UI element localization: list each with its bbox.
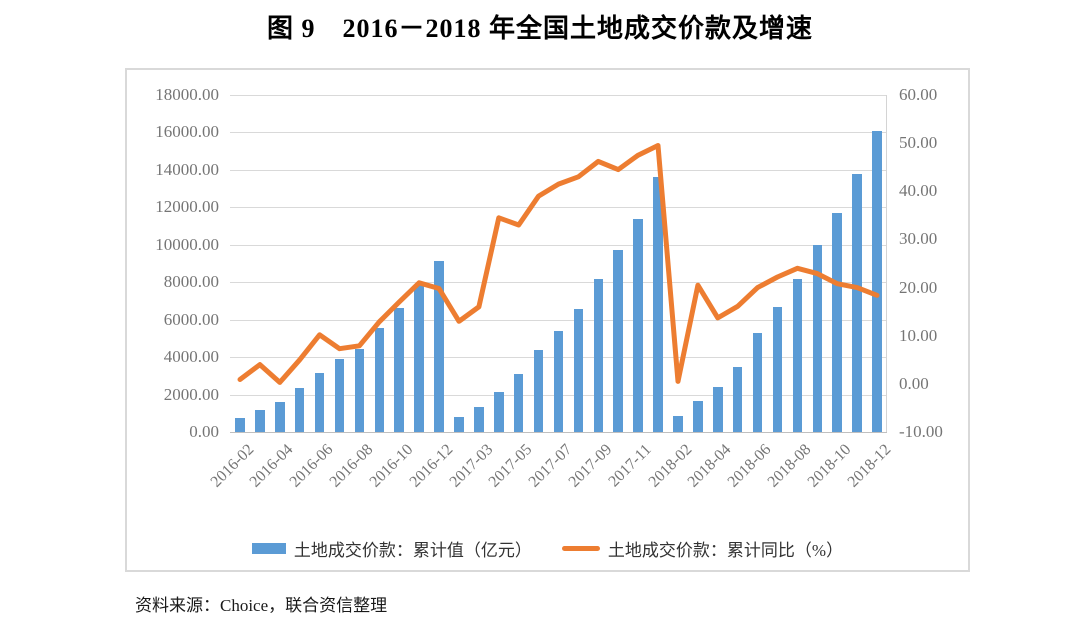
- right-axis-tick-label: 50.00: [899, 133, 938, 153]
- bar-2016-03: [255, 409, 265, 432]
- bar-2017-03: [474, 406, 484, 432]
- bar-2018-11: [852, 174, 862, 432]
- legend-item-line: 土地成交价款：累计同比（%）: [561, 536, 844, 561]
- bar-2018-08: [792, 279, 803, 432]
- bar-2018-03: [693, 401, 703, 432]
- bar-2018-05: [732, 366, 743, 432]
- gridline: [230, 207, 887, 209]
- bar-2018-02: [673, 415, 683, 432]
- legend-item-bar: 土地成交价款：累计值（亿元）: [251, 536, 532, 561]
- bar-series-swatch: [251, 543, 286, 554]
- chart-title: 图 9 2016－2018 年全国土地成交价款及增速: [266, 14, 813, 43]
- bar-2016-07: [334, 359, 345, 432]
- bar-2017-11: [633, 218, 643, 432]
- bar-2016-12: [434, 261, 444, 432]
- x-axis-label-2016-10: 2016-10: [366, 441, 417, 491]
- left-axis-tick-label: 6000.00: [163, 309, 219, 329]
- line-series: [237, 143, 880, 385]
- right-axis-tick-label: 20.00: [899, 277, 938, 297]
- x-axis-label-2017-11: 2017-11: [605, 441, 656, 491]
- left-axis-tick-label: 2000.00: [163, 384, 219, 404]
- bar-2016-02: [235, 417, 245, 432]
- line-series-swatch: [561, 546, 600, 551]
- x-axis-line: [230, 432, 887, 433]
- x-axis-label-2016-04: 2016-04: [247, 441, 297, 491]
- bar-2017-05: [513, 374, 524, 432]
- bar-2017-04: [494, 391, 504, 432]
- x-axis-label-2017-09: 2017-09: [565, 441, 616, 491]
- bar-2016-04: [275, 401, 285, 432]
- bar-2017-07: [553, 330, 564, 432]
- line-series-label: 土地成交价款：累计同比（%）: [607, 541, 844, 560]
- bar-2018-06: [752, 333, 763, 432]
- right-axis-tick-label: 60.00: [899, 85, 938, 104]
- left-axis-tick-label: 16000.00: [155, 122, 219, 142]
- chart-panel: 18000.00 16000.00 14000.00 12000.00 10000.00…: [125, 68, 970, 572]
- bar-2018-10: [832, 212, 842, 432]
- bar-2018-12: [872, 130, 882, 432]
- left-axis-tick-label: 14000.00: [155, 159, 219, 179]
- bar-series-label: 土地成交价款：累计值（亿元）: [293, 541, 532, 560]
- left-axis-tick-label: 10000.00: [155, 234, 219, 254]
- left-axis-tick-label: 0.00: [189, 422, 219, 441]
- x-axis-label-2016-08: 2016-08: [326, 441, 377, 491]
- x-axis-label-2018-04: 2018-04: [685, 441, 735, 491]
- gridline: [230, 169, 887, 171]
- left-axis-tick-label: 4000.00: [163, 347, 219, 367]
- x-axis-label-2016-12: 2016-12: [406, 441, 457, 491]
- gridline: [230, 244, 887, 246]
- bar-2017-02: [454, 417, 464, 432]
- bar-2017-06: [533, 350, 544, 432]
- left-axis-tick-label: 8000.00: [163, 272, 219, 292]
- source-note: 资料来源：Choice，联合资信整理: [135, 596, 388, 615]
- x-axis-label-2018-02: 2018-02: [645, 441, 695, 491]
- bar-2016-10: [394, 307, 404, 432]
- bar-2016-08: [354, 348, 365, 432]
- right-axis-line: [886, 95, 887, 432]
- bar-2018-09: [812, 244, 823, 432]
- bar-2016-06: [314, 372, 325, 432]
- gridline: [230, 282, 887, 284]
- x-axis-label-2016-02: 2016-02: [207, 441, 257, 491]
- bar-2018-07: [772, 307, 783, 432]
- right-axis-tick-label: 10.00: [899, 325, 938, 345]
- plot-area: [230, 95, 887, 433]
- gridline: [230, 95, 887, 96]
- legend: 土地成交价款：累计值（亿元） 土地成交价款：累计同比（%）: [127, 536, 968, 561]
- bar-2017-08: [573, 308, 584, 432]
- x-axis-label-2018-06: 2018-06: [724, 441, 775, 491]
- left-axis-tick-label: 18000.00: [155, 85, 219, 104]
- bar-2016-09: [374, 328, 385, 432]
- x-axis-label-2018-10: 2018-10: [804, 441, 855, 491]
- line-series-path: [237, 143, 880, 385]
- right-axis-tick-label: 0.00: [899, 373, 929, 393]
- bar-2016-11: [414, 284, 424, 432]
- right-axis-tick-label: -10.00: [899, 422, 943, 441]
- right-axis-tick-label: 30.00: [899, 229, 938, 249]
- x-axis-label-2017-05: 2017-05: [485, 441, 536, 491]
- bar-2018-04: [713, 386, 723, 432]
- x-axis-label-2016-06: 2016-06: [286, 441, 337, 491]
- x-axis-label-2018-12: 2018-12: [844, 441, 895, 491]
- gridline: [230, 319, 887, 321]
- x-axis-label-2017-03: 2017-03: [446, 441, 496, 491]
- right-axis-tick-label: 40.00: [899, 181, 938, 201]
- left-axis-tick-label: 12000.00: [155, 197, 219, 217]
- gridline: [230, 132, 887, 134]
- x-axis-label-2018-08: 2018-08: [764, 441, 815, 491]
- bar-2016-05: [294, 388, 305, 432]
- x-axis-label-2017-07: 2017-07: [525, 441, 576, 491]
- bar-2017-09: [593, 278, 604, 432]
- bar-2017-10: [613, 250, 623, 432]
- bar-2017-12: [653, 176, 663, 432]
